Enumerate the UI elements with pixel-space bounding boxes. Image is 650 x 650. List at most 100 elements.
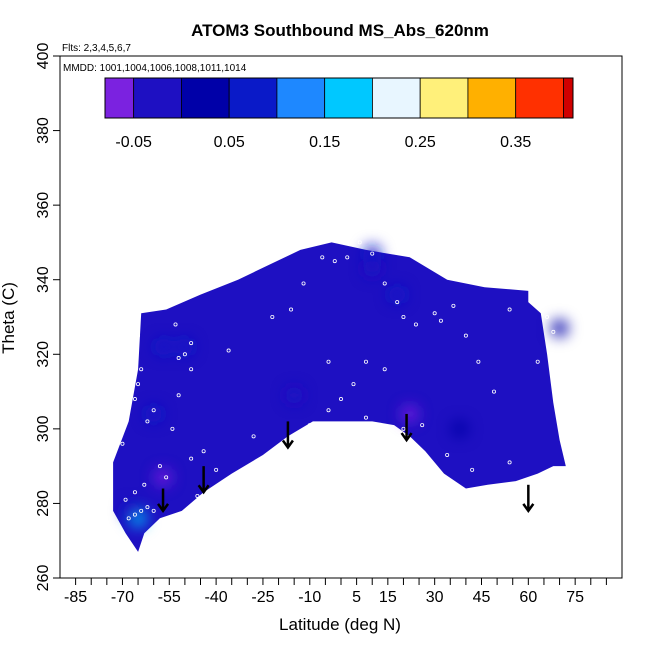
sample-point-13 xyxy=(136,333,141,338)
sample-point-62 xyxy=(307,423,312,428)
sample-point-6 xyxy=(132,490,137,495)
sample-point-30 xyxy=(289,307,294,312)
colorbar-ticks: -0.05 0.05 0.15 0.25 0.35 xyxy=(115,134,531,151)
sample-point-52 xyxy=(507,460,512,465)
sample-point-68 xyxy=(326,359,331,364)
sample-point-31 xyxy=(301,281,306,286)
sample-point-33 xyxy=(332,259,337,264)
field-highlight-9 xyxy=(154,468,173,487)
sample-points xyxy=(120,240,556,521)
field-highlight-2 xyxy=(154,337,173,356)
x-axis-label: Latitude (deg N) xyxy=(279,615,401,634)
arrow-head-4 xyxy=(522,503,535,514)
arrow-1 xyxy=(197,466,210,495)
field-highlight-11 xyxy=(400,404,419,423)
sample-point-39 xyxy=(401,314,406,319)
colorbar-tick-label-1: 0.05 xyxy=(214,134,245,151)
y-tick-label-3: 320 xyxy=(35,341,52,368)
flights-note: Flts: 2,3,4,5,6,7 xyxy=(62,43,131,54)
x-tick-label-11: 75 xyxy=(566,589,584,606)
field-highlight-7 xyxy=(550,319,569,338)
x-tick-label-1: -70 xyxy=(111,589,134,606)
sample-point-36 xyxy=(370,251,375,256)
sample-point-54 xyxy=(445,452,450,457)
field-highlight-10 xyxy=(285,386,304,405)
sample-point-2 xyxy=(139,508,144,513)
field-area xyxy=(113,242,566,552)
sample-point-42 xyxy=(438,318,443,323)
sample-point-64 xyxy=(257,479,262,484)
sample-point-21 xyxy=(182,352,187,357)
colorbar-bin-5 xyxy=(324,77,373,119)
y-tick-label-4: 340 xyxy=(35,266,52,293)
colorbar-tick-label-4: 0.35 xyxy=(500,134,531,151)
y-axis: 260 280 300 320 340 360 380 400 xyxy=(35,43,61,591)
sample-point-1 xyxy=(132,512,137,517)
sample-point-59 xyxy=(351,382,356,387)
colorbar-bin-9 xyxy=(515,77,564,119)
x-tick-label-10: 60 xyxy=(519,589,537,606)
arrow-head-0 xyxy=(157,503,170,514)
field-highlight-6 xyxy=(388,285,407,304)
arrow-3 xyxy=(400,413,413,443)
sample-point-14 xyxy=(145,419,150,424)
colorbar-bin-4 xyxy=(276,77,326,119)
sample-point-32 xyxy=(320,255,325,260)
x-tick-label-2: -55 xyxy=(158,589,181,606)
sample-point-12 xyxy=(132,344,137,349)
x-tick-label-5: -10 xyxy=(298,589,321,606)
y-tick-label-6: 380 xyxy=(35,117,52,144)
field-highlight-12 xyxy=(363,259,382,278)
flight-arrows xyxy=(157,413,535,514)
sample-point-11 xyxy=(139,367,144,372)
arrow-head-3 xyxy=(400,432,413,443)
sample-point-26 xyxy=(201,449,206,454)
sample-point-56 xyxy=(401,426,406,431)
y-tick-label-7: 400 xyxy=(35,43,52,70)
sample-point-41 xyxy=(432,311,437,316)
colorbar: -0.05 0.05 0.15 0.25 0.35 xyxy=(104,77,574,151)
sample-point-35 xyxy=(357,240,362,245)
sample-point-66 xyxy=(214,467,219,472)
sample-point-69 xyxy=(363,359,368,364)
x-tick-label-7: 15 xyxy=(379,589,397,606)
sample-point-70 xyxy=(382,367,387,372)
sample-point-60 xyxy=(338,397,343,402)
field-highlight-1 xyxy=(122,501,141,520)
x-tick-label-9: 45 xyxy=(473,589,491,606)
x-tick-label-6: 5 xyxy=(352,589,361,606)
colorbar-tick-label-2: 0.15 xyxy=(309,134,340,151)
sample-point-53 xyxy=(470,467,475,472)
sample-point-44 xyxy=(463,333,468,338)
y-tick-label-5: 360 xyxy=(35,192,52,219)
x-tick-label-0: -85 xyxy=(64,589,87,606)
sample-point-10 xyxy=(136,382,141,387)
sample-point-25 xyxy=(195,493,200,498)
sample-point-24 xyxy=(189,341,194,346)
y-axis-label: Theta (C) xyxy=(0,282,18,354)
sample-point-19 xyxy=(176,393,181,398)
sample-point-15 xyxy=(151,408,156,413)
sample-point-49 xyxy=(545,314,550,319)
sample-point-63 xyxy=(279,464,284,469)
sample-point-45 xyxy=(476,359,481,364)
x-axis: -85 -70 -55 -40 -25 -10 5 15 30 45 60 75 xyxy=(64,577,607,606)
x-tick-label-3: -40 xyxy=(205,589,228,606)
field-highlight-8 xyxy=(450,419,469,438)
sample-point-58 xyxy=(363,415,368,420)
arrow-head-1 xyxy=(197,484,210,495)
sample-point-38 xyxy=(395,300,400,305)
sample-point-23 xyxy=(173,322,178,327)
sample-point-27 xyxy=(226,348,231,353)
sample-point-7 xyxy=(142,482,147,487)
colorbar-bin-8 xyxy=(467,77,517,119)
dates-note: MMDD: 1001,1004,1006,1008,1011,1014 xyxy=(63,63,247,74)
arrow-2 xyxy=(281,421,294,450)
colorbar-bin-6 xyxy=(372,77,421,119)
sample-point-5 xyxy=(123,497,128,502)
colorbar-frame xyxy=(104,77,574,119)
chart-title: ATOM3 Southbound MS_Abs_620nm xyxy=(191,21,489,40)
colorbar-tick-label-0: -0.05 xyxy=(115,134,152,151)
sample-point-9 xyxy=(132,397,137,402)
field-highlight-3 xyxy=(175,337,194,356)
